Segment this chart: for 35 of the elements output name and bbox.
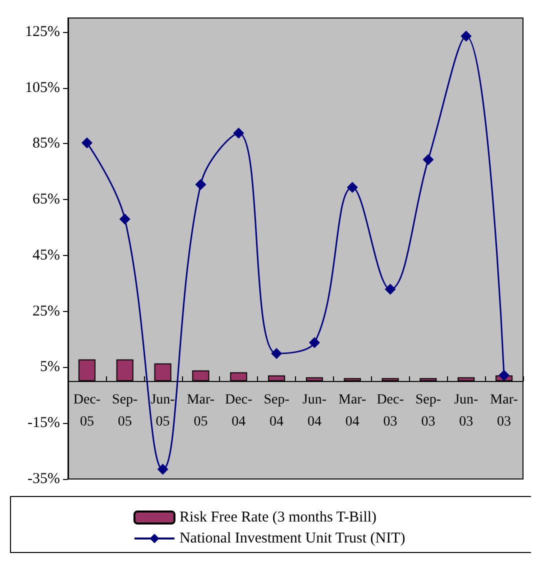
point — [233, 128, 244, 139]
x-tick-label: Mar-04 — [338, 392, 367, 430]
x-tick-label: Mar-03 — [490, 392, 518, 430]
x-tick-label: Dec-05 — [73, 392, 101, 430]
legend-label: Risk Free Rate (3 months T-Bill) — [179, 510, 377, 526]
x-tick-label: Mar-05 — [186, 392, 215, 430]
y-tick-label: 125% — [25, 24, 60, 40]
y-tick-label: -15% — [28, 415, 60, 432]
point — [271, 348, 282, 360]
legend-label: National Investment Unit Trust (NIT) — [179, 530, 406, 546]
point — [422, 154, 434, 166]
x-tick-label: Sep-05 — [112, 392, 138, 430]
point — [195, 179, 206, 190]
x-tick-label: Jun-04 — [302, 392, 327, 430]
y-tick-label: 45% — [32, 247, 60, 264]
point — [81, 137, 92, 148]
y-tick-label: -35% — [28, 471, 60, 487]
x-tick-label: Jun-03 — [454, 392, 479, 430]
point — [308, 337, 320, 348]
point — [346, 182, 358, 193]
point — [384, 284, 396, 295]
x-tick-label: Sep-04 — [264, 392, 290, 430]
x-tick-label: Sep-03 — [415, 392, 442, 430]
y-tick-label: 5% — [40, 359, 60, 376]
x-tick-label: Dec-04 — [225, 392, 253, 430]
y-tick-label: 65% — [32, 192, 60, 208]
point — [119, 214, 130, 225]
x-tick-label: Dec-03 — [376, 392, 404, 430]
y-tick-label: 105% — [25, 80, 60, 96]
point — [157, 464, 168, 475]
x-tick-label: Jun-05 — [150, 392, 176, 430]
point — [498, 370, 510, 381]
y-tick-label: 85% — [32, 136, 60, 152]
y-tick-label: 25% — [32, 303, 60, 320]
point — [460, 30, 472, 42]
